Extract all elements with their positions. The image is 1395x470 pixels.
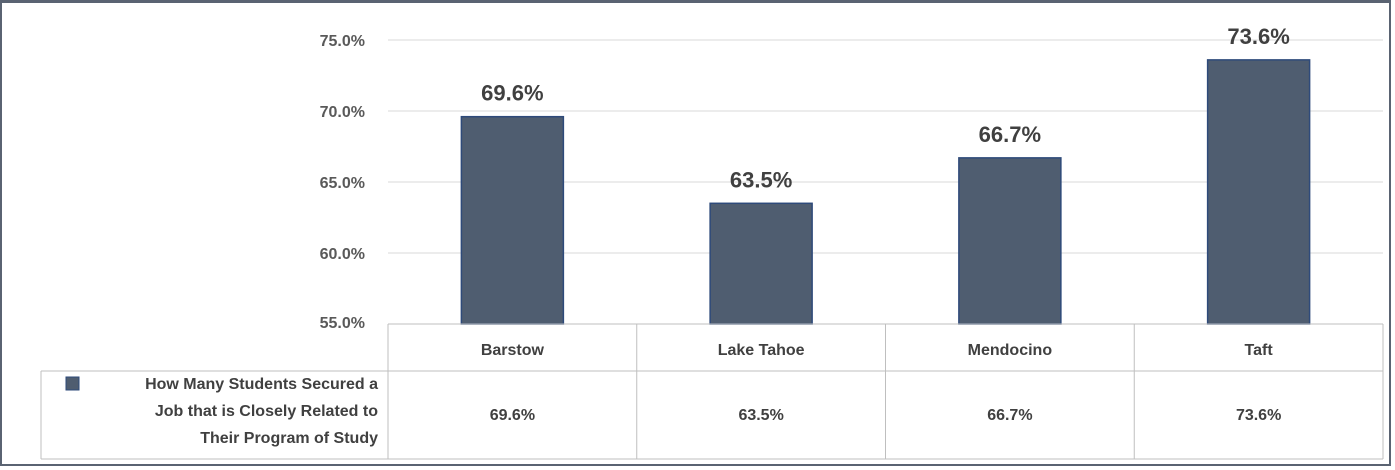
bar <box>709 202 813 325</box>
table-value: 63.5% <box>738 407 783 424</box>
legend-swatch <box>65 376 80 391</box>
data-label: 69.6% <box>481 81 543 106</box>
y-tick-label: 75.0% <box>320 33 365 50</box>
y-tick-label: 70.0% <box>320 104 365 121</box>
y-tick-label: 60.0% <box>320 246 365 263</box>
table-value: 69.6% <box>490 407 535 424</box>
y-tick-label: 55.0% <box>320 315 365 332</box>
table-value: 66.7% <box>987 407 1032 424</box>
category-label: Barstow <box>481 342 545 359</box>
legend-label: How Many Students Secured a <box>145 376 378 393</box>
legend-label: Their Program of Study <box>200 430 378 447</box>
category-label: Lake Tahoe <box>718 342 805 359</box>
category-label: Mendocino <box>968 342 1053 359</box>
y-tick-label: 65.0% <box>320 175 365 192</box>
category-label: Taft <box>1245 342 1274 359</box>
data-label: 63.5% <box>730 167 792 192</box>
bar <box>460 115 565 325</box>
data-label: 73.6% <box>1227 24 1289 49</box>
legend-label: Job that is Closely Related to <box>155 403 378 420</box>
bar <box>1206 59 1311 325</box>
table-value: 73.6% <box>1236 407 1281 424</box>
data-label: 66.7% <box>979 122 1041 147</box>
bar <box>958 157 1062 325</box>
